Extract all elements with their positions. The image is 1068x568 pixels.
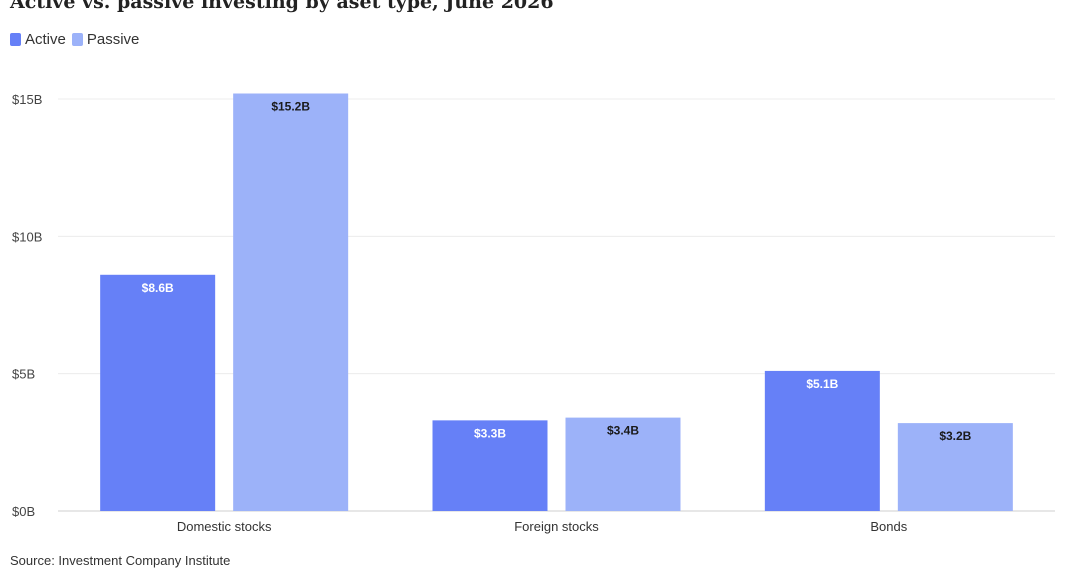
bar-passive — [233, 93, 349, 512]
chart-title: Active vs. passive investing by aset typ… — [10, 0, 554, 13]
bar-chart: $0B $5B $10B $15B $8.6B $15.2B $3.3B $3.4B $5.1… — [12, 92, 1055, 534]
legend-item-passive: Passive — [71, 31, 140, 48]
bar-passive — [897, 423, 1013, 511]
y-tick-label: $0B — [12, 504, 35, 519]
legend-label-passive: Passive — [86, 31, 140, 48]
bar-passive — [565, 417, 681, 511]
data-label: $8.6B — [142, 281, 174, 295]
legend-swatch-active — [10, 33, 21, 46]
y-axis: $0B $5B $10B $15B — [12, 92, 42, 519]
x-tick-label: Foreign stocks — [514, 519, 599, 534]
legend-swatch-passive — [71, 33, 83, 46]
data-labels: $8.6B $15.2B $3.3B $3.4B $5.1B $3.2B — [142, 100, 972, 444]
bar-active — [100, 274, 216, 511]
bar-active — [764, 370, 880, 511]
y-tick-label: $10B — [12, 229, 42, 244]
chart-legend: Active Passive — [10, 31, 145, 48]
x-axis: Domestic stocks Foreign stocks Bonds — [177, 519, 908, 534]
y-tick-label: $15B — [12, 92, 42, 107]
legend-item-active: Active — [10, 31, 66, 48]
bar-active — [432, 420, 548, 511]
y-tick-label: $5B — [12, 367, 35, 382]
gridlines — [58, 98, 1055, 512]
data-label: $3.3B — [474, 426, 506, 440]
x-tick-label: Domestic stocks — [177, 519, 272, 534]
x-tick-label: Bonds — [870, 519, 907, 534]
data-label: $5.1B — [806, 377, 838, 391]
data-label: $3.4B — [607, 424, 639, 438]
data-label: $3.2B — [939, 429, 971, 443]
data-label: $15.2B — [271, 100, 310, 114]
bars — [100, 93, 1013, 512]
legend-label-active: Active — [25, 31, 66, 48]
